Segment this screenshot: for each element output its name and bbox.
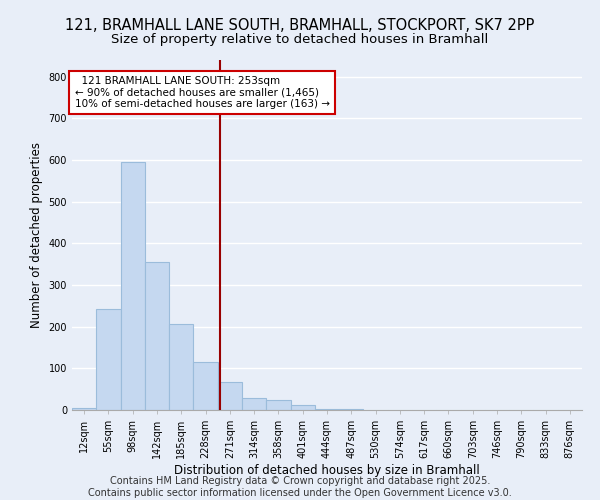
Bar xyxy=(169,324,193,410)
Bar xyxy=(72,408,96,410)
Text: 121, BRAMHALL LANE SOUTH, BRAMHALL, STOCKPORT, SK7 2PP: 121, BRAMHALL LANE SOUTH, BRAMHALL, STOC… xyxy=(65,18,535,32)
Bar xyxy=(96,309,121,410)
Bar xyxy=(290,405,315,410)
Bar xyxy=(145,262,169,410)
Bar xyxy=(242,398,266,410)
Y-axis label: Number of detached properties: Number of detached properties xyxy=(30,142,43,328)
Bar xyxy=(315,409,339,410)
Text: 121 BRAMHALL LANE SOUTH: 253sqm
← 90% of detached houses are smaller (1,465)
10%: 121 BRAMHALL LANE SOUTH: 253sqm ← 90% of… xyxy=(74,76,329,109)
Bar xyxy=(266,400,290,410)
Text: Size of property relative to detached houses in Bramhall: Size of property relative to detached ho… xyxy=(112,32,488,46)
X-axis label: Distribution of detached houses by size in Bramhall: Distribution of detached houses by size … xyxy=(174,464,480,477)
Bar xyxy=(218,382,242,410)
Bar xyxy=(193,362,218,410)
Bar xyxy=(339,409,364,410)
Bar xyxy=(121,162,145,410)
Text: Contains HM Land Registry data © Crown copyright and database right 2025.
Contai: Contains HM Land Registry data © Crown c… xyxy=(88,476,512,498)
